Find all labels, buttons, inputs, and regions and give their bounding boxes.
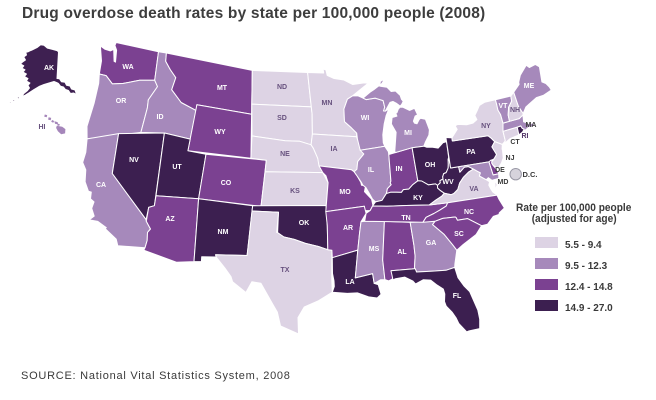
svg-text:DE: DE [495, 167, 505, 174]
svg-text:ND: ND [277, 84, 287, 91]
svg-text:OR: OR [116, 98, 127, 105]
svg-text:SD: SD [277, 115, 287, 122]
svg-text:VA: VA [469, 186, 478, 193]
svg-text:NC: NC [464, 209, 474, 216]
svg-text:HI: HI [39, 124, 46, 131]
svg-text:KS: KS [290, 188, 300, 195]
svg-text:VT: VT [499, 103, 509, 110]
svg-text:NY: NY [481, 123, 491, 130]
svg-text:MI: MI [404, 130, 412, 137]
svg-text:ID: ID [157, 114, 164, 121]
svg-text:OH: OH [425, 162, 436, 169]
svg-text:ME: ME [524, 83, 535, 90]
svg-text:WA: WA [122, 64, 133, 71]
svg-text:AZ: AZ [165, 216, 175, 223]
svg-text:NE: NE [280, 151, 290, 158]
svg-text:MD: MD [498, 179, 509, 186]
svg-text:MO: MO [339, 189, 351, 196]
svg-text:NV: NV [129, 157, 139, 164]
svg-text:MA: MA [526, 122, 537, 129]
svg-text:NJ: NJ [506, 155, 515, 162]
svg-text:AK: AK [44, 65, 54, 72]
svg-text:WV: WV [442, 179, 454, 186]
svg-text:CT: CT [510, 139, 520, 146]
svg-text:KY: KY [413, 195, 423, 202]
svg-text:WY: WY [214, 129, 226, 136]
svg-text:LA: LA [345, 279, 354, 286]
svg-text:CO: CO [221, 180, 232, 187]
svg-text:IN: IN [396, 166, 403, 173]
svg-text:MN: MN [322, 100, 333, 107]
svg-text:WI: WI [361, 115, 370, 122]
svg-text:NH: NH [510, 107, 520, 114]
svg-text:MT: MT [217, 85, 228, 92]
svg-text:TN: TN [401, 215, 410, 222]
svg-text:MS: MS [369, 246, 380, 253]
svg-text:CA: CA [96, 182, 106, 189]
svg-text:RI: RI [522, 133, 529, 140]
svg-text:PA: PA [466, 149, 475, 156]
svg-text:NM: NM [218, 229, 229, 236]
svg-text:IA: IA [331, 146, 338, 153]
svg-text:AR: AR [343, 225, 353, 232]
svg-text:FL: FL [453, 293, 462, 300]
svg-text:OK: OK [299, 220, 310, 227]
svg-text:GA: GA [426, 240, 437, 247]
svg-text:SC: SC [454, 231, 464, 238]
svg-text:TX: TX [281, 267, 290, 274]
svg-text:AL: AL [397, 249, 407, 256]
svg-text:D.C.: D.C. [523, 170, 538, 179]
svg-text:IL: IL [368, 167, 375, 174]
svg-text:UT: UT [172, 164, 182, 171]
